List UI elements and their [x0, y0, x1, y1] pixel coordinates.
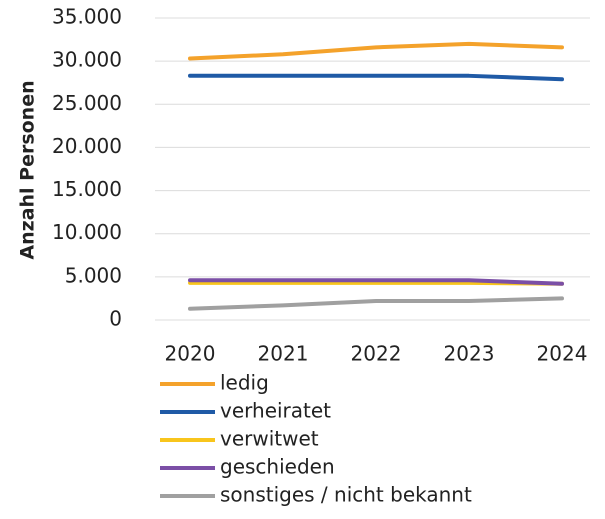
legend-label: verwitwet [220, 427, 319, 451]
y-tick-label: 30.000 [52, 48, 122, 72]
series-line [188, 278, 564, 286]
series-line [188, 73, 564, 82]
x-tick-label: 2020 [165, 342, 216, 366]
legend-label: sonstiges / nicht bekannt [220, 483, 472, 507]
x-tick-label: 2022 [351, 342, 402, 366]
y-tick-label: 25.000 [52, 91, 122, 115]
y-tick-label: 5.000 [65, 263, 122, 287]
series-line [188, 296, 564, 311]
y-tick-label: 35.000 [52, 5, 122, 29]
y-tick-label: 20.000 [52, 134, 122, 158]
x-tick-label: 2024 [537, 342, 588, 366]
legend-label: geschieden [220, 455, 335, 479]
x-tick-label: 2023 [444, 342, 495, 366]
y-tick-label: 10.000 [52, 220, 122, 244]
legend-label: verheiratet [220, 399, 331, 423]
y-tick-label: 15.000 [52, 177, 122, 201]
series-line [188, 41, 564, 61]
x-tick-label: 2021 [258, 342, 309, 366]
legend-label: ledig [220, 371, 269, 395]
y-axis-label: Anzahl Personen [17, 80, 39, 259]
y-tick-label: 0 [109, 307, 122, 331]
